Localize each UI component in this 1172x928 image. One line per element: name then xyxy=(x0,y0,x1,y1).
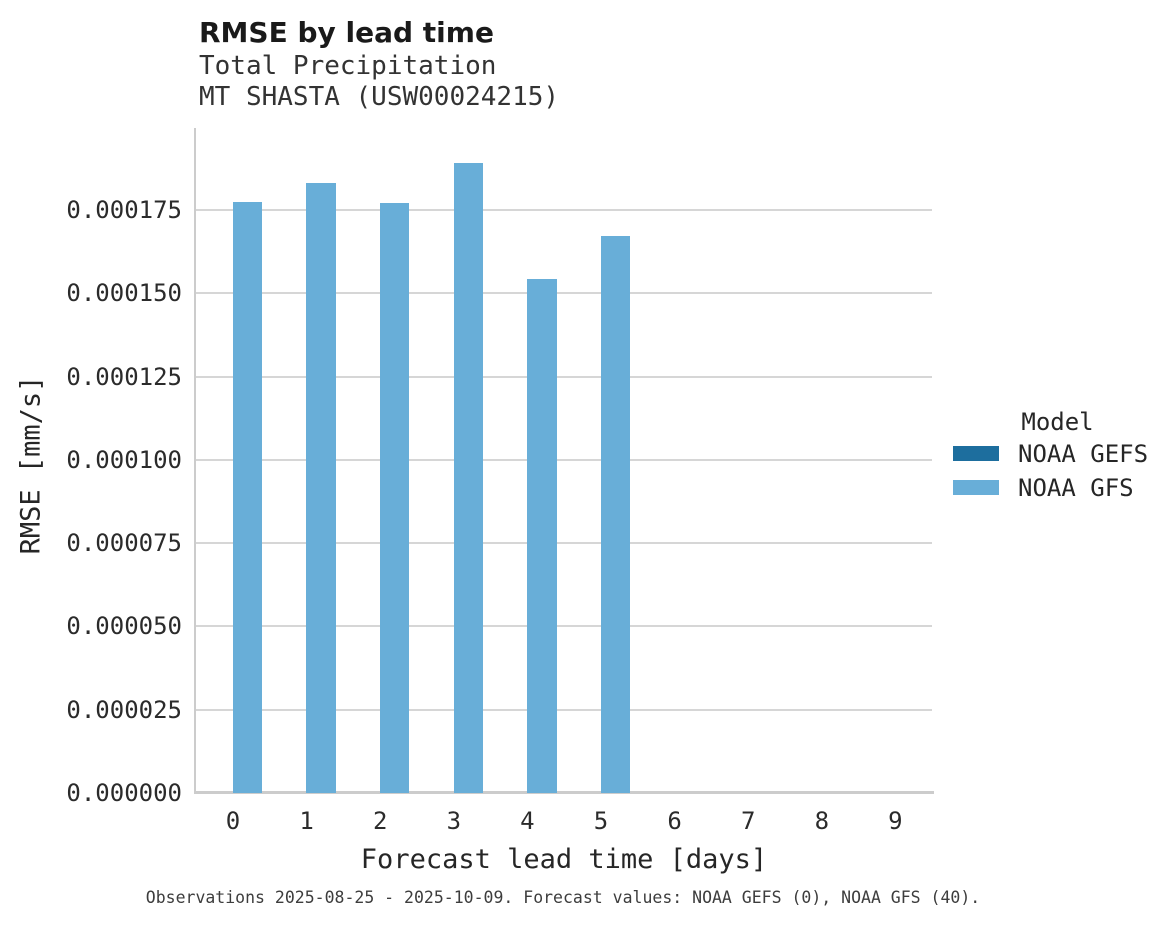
x-tick-label: 3 xyxy=(446,807,462,835)
y-axis-spine xyxy=(194,128,196,793)
gridline-y xyxy=(196,625,932,628)
gridline-y xyxy=(196,208,932,211)
x-tick-label: 7 xyxy=(740,807,756,835)
chart-subtitle-line2: MT SHASTA (USW00024215) xyxy=(199,82,560,112)
gridline-y xyxy=(196,292,932,295)
gridline-y xyxy=(196,708,932,711)
chart-subtitle: Total Precipitation MT SHASTA (USW0002421… xyxy=(199,51,559,113)
gridline-y xyxy=(196,542,932,545)
bar-noaa-gfs-0 xyxy=(232,201,263,793)
x-tick-label: 5 xyxy=(593,807,609,835)
gridline-y xyxy=(196,375,932,378)
bar-noaa-gfs-2 xyxy=(380,202,410,793)
legend: Model NOAA GEFS NOAA GFS xyxy=(950,408,1165,514)
x-tick-label: 6 xyxy=(667,807,682,835)
legend-title: Model xyxy=(1021,408,1094,436)
y-tick-label: 0.000125 xyxy=(66,362,182,391)
legend-swatch-noaa-gefs-icon xyxy=(953,446,999,461)
plot-area xyxy=(196,128,932,793)
bar-noaa-gfs-4 xyxy=(527,279,557,793)
x-tick-label: 8 xyxy=(814,807,830,835)
legend-swatch-noaa-gfs-icon xyxy=(953,480,999,495)
x-tick-label: 0 xyxy=(225,807,241,835)
footnote-caption: Observations 2025-08-25 - 2025-10-09. Fo… xyxy=(145,888,981,907)
y-tick-label: 0.000025 xyxy=(66,695,182,724)
y-tick-label: 0.000050 xyxy=(66,612,182,641)
legend-label-noaa-gefs: NOAA GEFS xyxy=(1018,439,1149,468)
bar-noaa-gfs-5 xyxy=(600,236,631,793)
x-tick-label: 1 xyxy=(299,807,314,835)
legend-entry-noaa-gfs: NOAA GFS xyxy=(950,474,1165,502)
y-tick-label: 0.000100 xyxy=(66,445,182,474)
y-tick-label: 0.000150 xyxy=(66,279,182,308)
y-tick-label: 0.000075 xyxy=(66,529,182,558)
legend-entry-noaa-gefs: NOAA GEFS xyxy=(950,440,1165,468)
x-axis-label: Forecast lead time [days] xyxy=(360,844,768,875)
gridline-y xyxy=(196,458,932,461)
bar-noaa-gfs-3 xyxy=(453,163,484,793)
x-tick-label: 2 xyxy=(372,807,388,835)
y-tick-label: 0.000175 xyxy=(66,195,182,224)
y-tick-label: 0.000000 xyxy=(66,779,182,807)
chart-title: RMSE by lead time xyxy=(199,16,494,49)
bar-noaa-gfs-1 xyxy=(306,183,336,793)
x-axis-spine xyxy=(194,791,934,794)
chart-subtitle-line1: Total Precipitation xyxy=(199,51,497,81)
legend-label-noaa-gfs: NOAA GFS xyxy=(1018,473,1134,502)
x-tick-label: 9 xyxy=(888,807,903,835)
x-tick-label: 4 xyxy=(520,807,535,835)
